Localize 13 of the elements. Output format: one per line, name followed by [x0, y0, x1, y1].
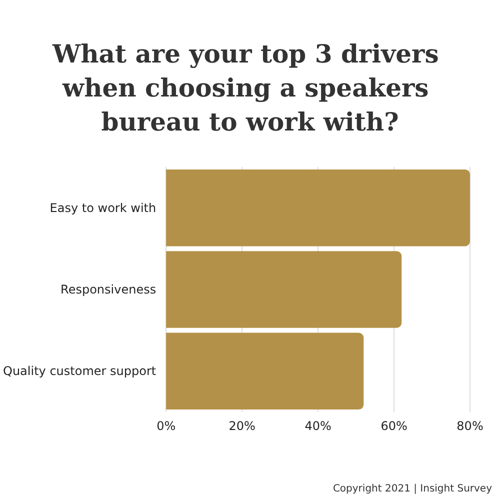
x-tick-label: 60%: [380, 419, 408, 433]
bar: [166, 251, 402, 328]
chart-title: What are your top 3 drivers when choosing a speakers bureau to work with?: [52, 40, 448, 136]
y-tick-label: Quality customer support: [2, 364, 156, 378]
bar: [166, 169, 470, 246]
x-tick-label: 0%: [156, 419, 176, 433]
x-tick-label: 40%: [304, 419, 332, 433]
text: Copyright 2021 | Insight Survey: [332, 484, 492, 494]
y-tick-label: Easy to work with: [50, 200, 156, 215]
y-tick-label: Responsiveness: [60, 282, 156, 296]
bar: [166, 332, 364, 410]
x-tick-label: 80%: [456, 419, 484, 433]
x-tick-label: 20%: [228, 419, 256, 433]
